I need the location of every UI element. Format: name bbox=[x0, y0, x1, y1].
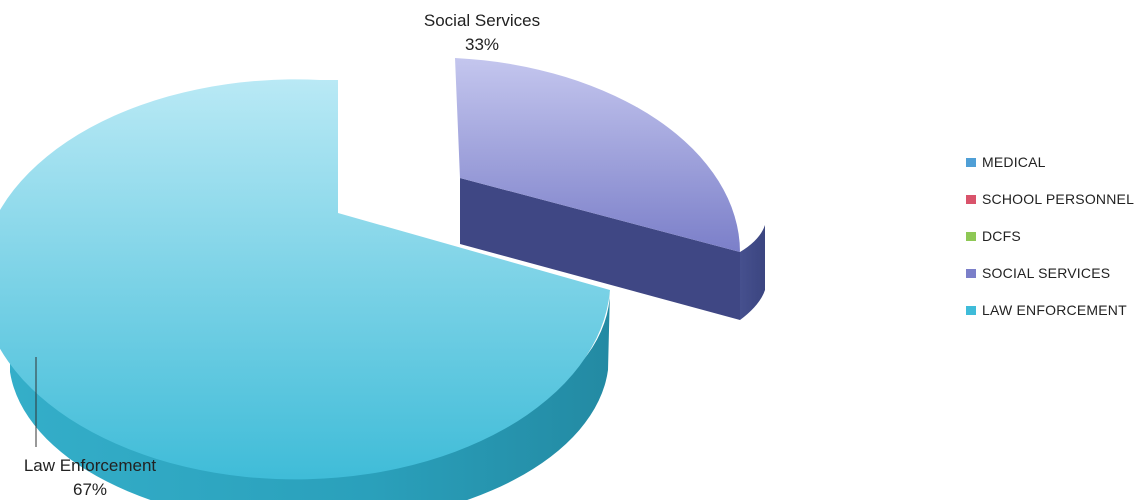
legend-swatch-social-services bbox=[966, 268, 976, 278]
legend-item-dcfs: DCFS bbox=[966, 224, 1134, 248]
law-enforcement-label: Law Enforcement bbox=[24, 456, 157, 475]
social-services-percent: 33% bbox=[465, 35, 499, 54]
legend-item-medical: MEDICAL bbox=[966, 150, 1134, 174]
law-enforcement-top bbox=[0, 79, 610, 480]
pie-slice-law-enforcement bbox=[0, 79, 610, 500]
legend-label-social-services: SOCIAL SERVICES bbox=[982, 265, 1111, 281]
legend-swatch-school-personnel bbox=[966, 194, 976, 204]
legend-label-dcfs: DCFS bbox=[982, 228, 1021, 244]
legend-item-school-personnel: SCHOOL PERSONNEL bbox=[966, 187, 1134, 211]
legend-label-school-personnel: SCHOOL PERSONNEL bbox=[982, 191, 1135, 207]
legend-swatch-dcfs bbox=[966, 231, 976, 241]
social-services-label: Social Services bbox=[424, 11, 540, 30]
law-enforcement-percent: 67% bbox=[73, 480, 107, 499]
legend-item-social-services: SOCIAL SERVICES bbox=[966, 261, 1134, 285]
pie-slice-social-services bbox=[455, 58, 765, 320]
legend-item-law-enforcement: LAW ENFORCEMENT bbox=[966, 298, 1134, 322]
social-services-side-outer bbox=[740, 225, 765, 320]
legend-swatch-law-enforcement bbox=[966, 305, 976, 315]
social-services-top bbox=[455, 58, 740, 252]
legend-swatch-medical bbox=[966, 157, 976, 167]
legend: MEDICAL SCHOOL PERSONNEL DCFS SOCIAL SER… bbox=[966, 150, 1134, 335]
social-services-side-inner bbox=[460, 178, 740, 320]
legend-label-law-enforcement: LAW ENFORCEMENT bbox=[982, 302, 1127, 318]
legend-label-medical: MEDICAL bbox=[982, 154, 1046, 170]
